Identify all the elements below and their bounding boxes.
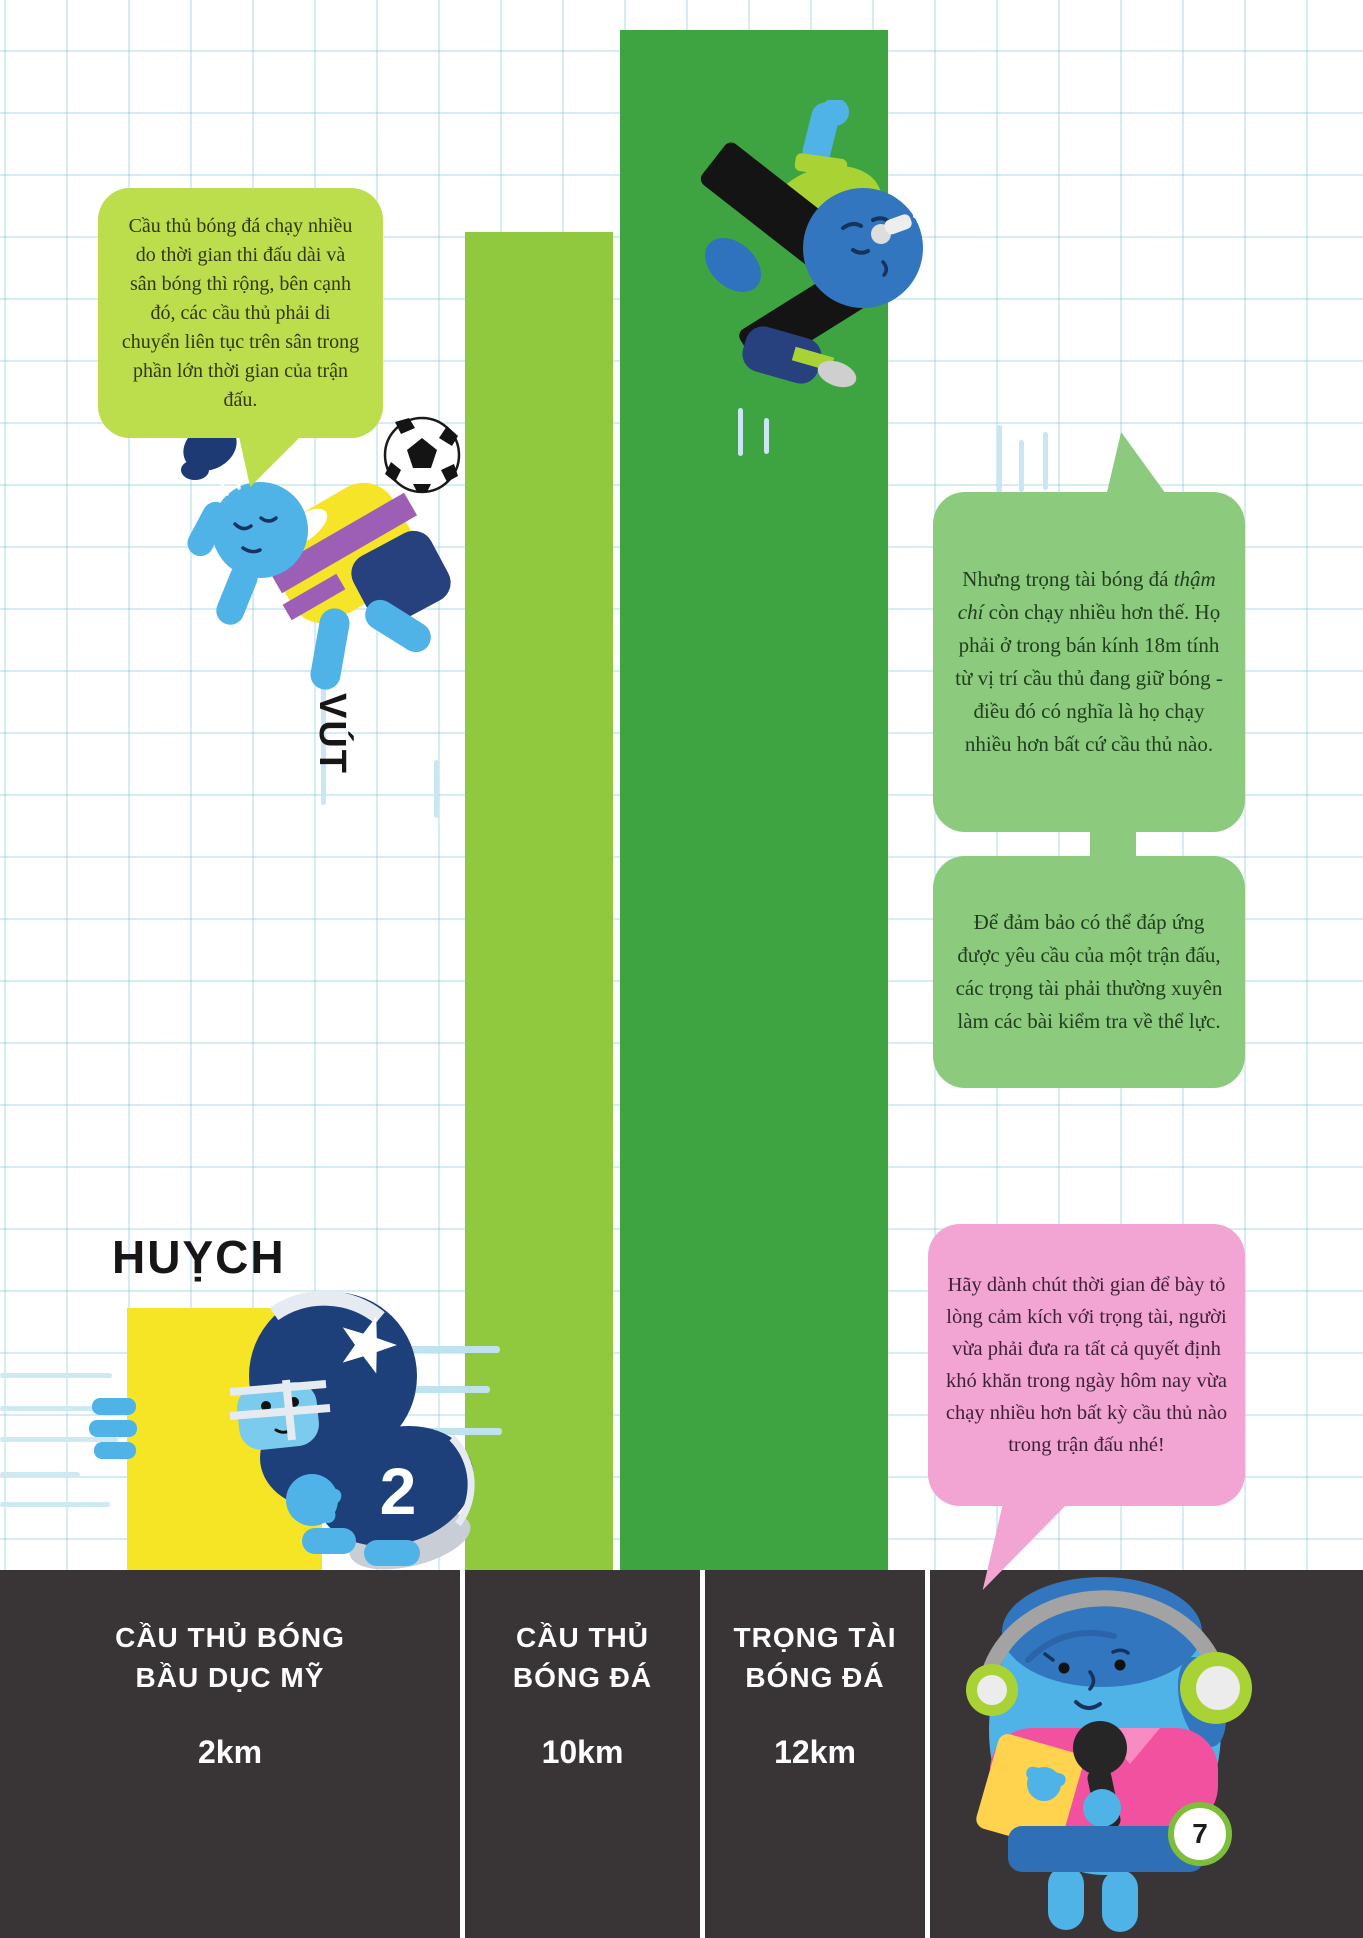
american-football-player-character: 2 [89, 1290, 502, 1570]
reporter-character [966, 1577, 1252, 1932]
category-label: TRỌNG TÀI BÓNG ĐÁ [705, 1618, 925, 1698]
speech-bubble-reporter: Hãy dành chút thời gian để bày tỏ lòng c… [928, 1224, 1245, 1506]
footer-divider [700, 1570, 705, 1938]
category-label-line1: CẦU THỦ [516, 1622, 649, 1653]
motion-line [1043, 432, 1048, 490]
speech-text-part: Nhưng trọng tài bóng đá [962, 567, 1174, 591]
motion-line [0, 1406, 95, 1411]
speech-text-part: còn chạy nhiều hơn thế. Họ phải ở trong … [955, 600, 1223, 756]
microphone-icon [1073, 1721, 1127, 1775]
category-label-line2: BÓNG ĐÁ [745, 1662, 885, 1693]
speech-bubble-referee-2: Để đảm bảo có thể đáp ứng được yêu cầu c… [933, 856, 1245, 1088]
category-label: CẦU THỦ BÓNG BẦU DỤC MỸ [0, 1618, 460, 1698]
speech-text: Hãy dành chút thời gian để bày tỏ lòng c… [945, 1274, 1228, 1456]
footer-col-referee: TRỌNG TÀI BÓNG ĐÁ 12km [705, 1570, 925, 1938]
motion-line [997, 425, 1002, 493]
motion-line [321, 655, 326, 805]
skirt [1008, 1826, 1204, 1872]
football-icon [316, 1426, 474, 1546]
speech-text-italic: thậm chí [957, 567, 1216, 624]
facemask-icon [229, 1379, 331, 1441]
category-label-line2: BẦU DỤC MỸ [135, 1662, 325, 1693]
speech-text: Nhưng trọng tài bóng đá thậm chí còn chạ… [953, 563, 1225, 761]
jersey-number: 2 [380, 1454, 417, 1528]
speech-bubble-tail [1106, 432, 1166, 494]
footer-col-american-football: CẦU THỦ BÓNG BẦU DỤC MỸ 2km [0, 1570, 460, 1938]
category-label-line1: TRỌNG TÀI [733, 1622, 897, 1653]
star-icon [342, 1316, 397, 1374]
page-number-badge: 7 [1168, 1802, 1232, 1866]
speech-bubble-referee-1: Nhưng trọng tài bóng đá thậm chí còn chạ… [933, 492, 1245, 832]
soccer-player-character [181, 416, 461, 690]
motion-line [0, 1373, 112, 1378]
soccer-ball-icon [383, 416, 461, 494]
footer-divider [925, 1570, 930, 1938]
motion-line [738, 408, 743, 456]
category-value: 12km [774, 1734, 856, 1770]
motion-line [764, 418, 769, 454]
sfx-huych: HUỴCH [112, 1231, 286, 1283]
category-label-line1: CẦU THỦ BÓNG [115, 1622, 345, 1653]
referee-character [700, 100, 932, 388]
motion-line [1019, 440, 1024, 492]
category-label: CẦU THỦ BÓNG ĐÁ [465, 1618, 700, 1698]
category-value: 2km [197, 1734, 263, 1770]
motion-line [0, 1472, 80, 1477]
speech-text: Cầu thủ bóng đá chạy nhiều do thời gian … [121, 214, 360, 411]
motion-line [434, 760, 439, 818]
speech-text: Để đảm bảo có thể đáp ứng được yêu cầu c… [955, 910, 1223, 1033]
motion-line [0, 1502, 110, 1507]
category-label-line2: BÓNG ĐÁ [512, 1662, 653, 1693]
speech-bubble-soccer-player: Cầu thủ bóng đá chạy nhiều do thời gian … [98, 188, 383, 438]
footer-divider [460, 1570, 465, 1938]
footer-col-soccer-player: CẦU THỦ BÓNG ĐÁ 10km [465, 1570, 700, 1938]
category-value: 10km [541, 1734, 624, 1770]
sfx-vut: VÚT [311, 693, 353, 775]
motion-line [0, 1437, 118, 1442]
fingers-on-bar [89, 1398, 137, 1459]
headphones-icon [980, 1590, 1226, 1680]
page-number: 7 [1192, 1818, 1208, 1849]
